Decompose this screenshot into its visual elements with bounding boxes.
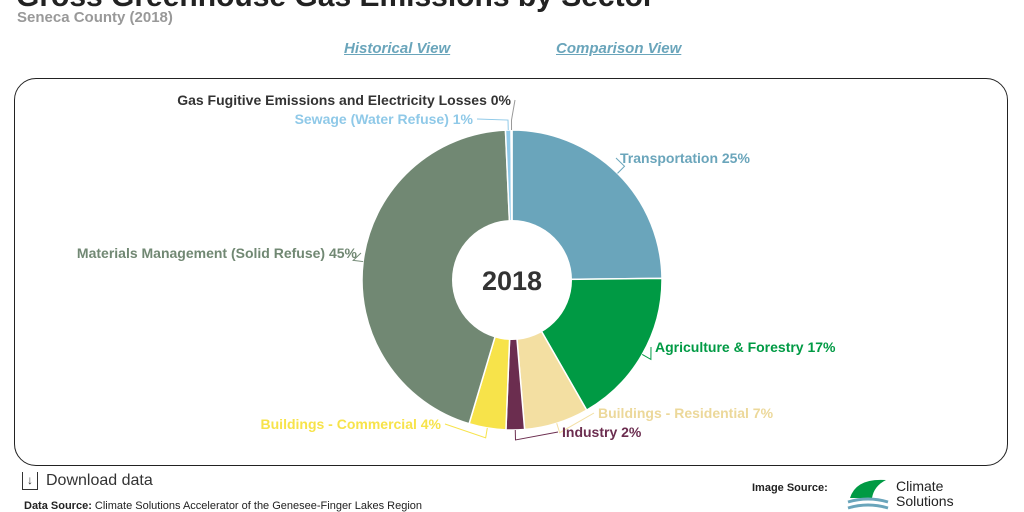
logo-icon xyxy=(847,479,889,510)
leader-line-7 xyxy=(511,99,516,131)
data-source-value: Climate Solutions Accelerator of the Gen… xyxy=(94,500,423,512)
center-label: 2018 xyxy=(482,266,542,296)
data-source: Data Source: Climate Solutions Accelerat… xyxy=(24,500,422,512)
leader-line-6 xyxy=(476,118,509,131)
slice-label-0: Transportation 25% xyxy=(620,150,750,166)
slice-label-3: Industry 2% xyxy=(562,424,642,440)
download-label: Download data xyxy=(46,472,153,489)
page-subtitle: Seneca County (2018) xyxy=(17,9,173,26)
donut-hole xyxy=(452,220,572,340)
slice-label-7: Gas Fugitive Emissions and Electricity L… xyxy=(177,92,511,108)
donut-chart: Transportation 25% Agriculture & Forestry… xyxy=(77,92,836,441)
download-icon: ↓ xyxy=(22,472,38,490)
leader-line-3 xyxy=(514,429,559,441)
slice-label-5: Materials Management (Solid Refuse) 45% xyxy=(77,245,358,261)
download-data-button[interactable]: ↓ Download data xyxy=(22,472,153,490)
chart-card xyxy=(14,78,1008,466)
leader-line-5 xyxy=(352,252,364,263)
comparison-view-link[interactable]: Comparison View xyxy=(556,40,682,57)
data-source-label: Data Source: xyxy=(24,500,92,512)
slice-7[interactable] xyxy=(510,129,513,281)
leader-line-0 xyxy=(615,157,626,174)
slice-label-2: Buildings - Residential 7% xyxy=(598,405,774,421)
climate-solutions-logo: Climate Solutions xyxy=(846,476,954,512)
historical-view-link[interactable]: Historical View xyxy=(344,40,451,57)
leader-line-1 xyxy=(641,346,652,361)
logo-line1: Climate xyxy=(896,478,944,494)
leader-line-4 xyxy=(444,423,488,439)
logo-line2: Solutions xyxy=(896,493,954,509)
slice-label-4: Buildings - Commercial 4% xyxy=(261,416,442,432)
page-title: Gross Greenhouse Gas Emissions by Sector xyxy=(16,0,655,14)
slice-label-6: Sewage (Water Refuse) 1% xyxy=(295,111,474,127)
leader-line-2 xyxy=(556,412,595,434)
image-source-label: Image Source: xyxy=(752,482,828,494)
slice-label-1: Agriculture & Forestry 17% xyxy=(655,339,836,355)
